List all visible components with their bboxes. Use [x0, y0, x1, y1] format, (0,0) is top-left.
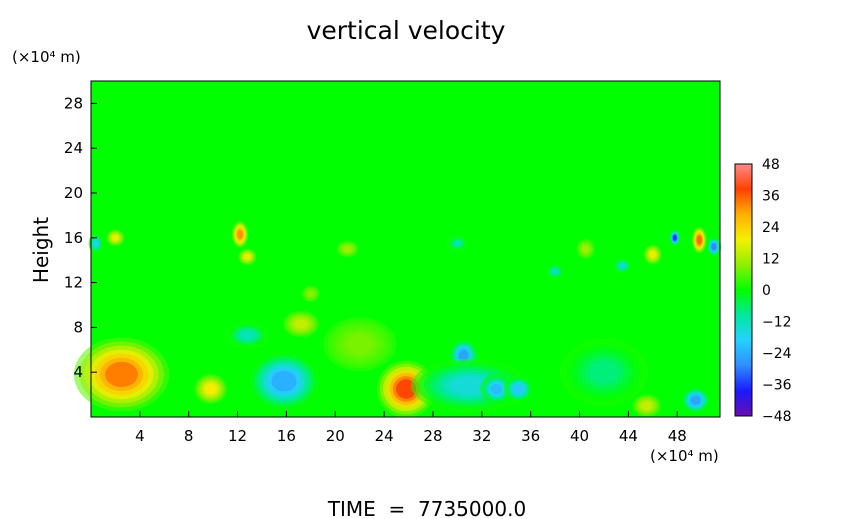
x-tick-label: 36: [521, 427, 540, 445]
x-tick-label: 4: [135, 427, 145, 445]
colorbar: 48 36 24 12 0 −12 −24 −36 −48: [734, 157, 792, 425]
x-tick-label: 28: [423, 427, 442, 445]
heatmap-cell: [205, 383, 217, 395]
colorbar-tick-label: 12: [762, 252, 780, 268]
plot-frame: [90, 80, 721, 418]
heatmap-cell: [453, 240, 462, 247]
heatmap-field: [73, 221, 722, 418]
x-tick-label: 8: [184, 427, 194, 445]
y-tick-label: 8: [73, 318, 83, 336]
colorbar-tick-label: 24: [762, 220, 780, 236]
heatmap-cell: [458, 349, 469, 362]
heatmap-cell: [672, 234, 677, 241]
heatmap-cell: [93, 239, 99, 247]
heatmap-cell: [237, 229, 243, 240]
y-tick-label: 16: [64, 229, 83, 247]
heatmap-cell: [271, 370, 297, 392]
heatmap-cell: [696, 235, 702, 245]
x-tick-label: 48: [668, 427, 687, 445]
heatmap-cell: [112, 234, 119, 241]
heatmap-cell: [641, 401, 652, 410]
heatmap-cell: [244, 253, 251, 260]
y-tick-label: 4: [73, 363, 83, 381]
x-axis: 4 8 12 16 20 24 28 32 36 40 44 48: [135, 411, 687, 445]
heatmap-cell: [449, 376, 490, 395]
y-tick-label: 28: [64, 94, 83, 112]
heatmap-cell: [347, 334, 373, 354]
y-axis-label: Height: [29, 217, 53, 283]
colorbar-tick-label: −24: [762, 346, 792, 362]
x-tick-label: 44: [619, 427, 638, 445]
colorbar-tick-label: −36: [762, 378, 792, 394]
heatmap-cell: [239, 330, 255, 340]
heatmap-cell: [490, 383, 503, 395]
heatmap-cell: [649, 251, 656, 259]
heatmap-cell: [307, 290, 314, 297]
heatmap-cell: [619, 262, 626, 269]
x-tick-label: 20: [326, 427, 345, 445]
x-tick-label: 16: [277, 427, 296, 445]
colorbar-tick-label: −48: [762, 409, 792, 425]
heatmap-cell: [551, 268, 559, 275]
x-tick-label: 32: [472, 427, 491, 445]
heatmap-cell: [294, 319, 308, 329]
x-tick-label: 24: [375, 427, 394, 445]
colorbar-ticks: 48 36 24 12 0 −12 −24 −36 −48: [762, 157, 792, 425]
x-tick-label: 40: [570, 427, 589, 445]
y-tick-label: 12: [64, 274, 83, 292]
heatmap-cell: [588, 360, 620, 384]
y-units-label: (×10⁴ m): [12, 48, 81, 66]
y-axis: 4 8 12 16 20 24 28: [64, 94, 97, 381]
heatmap-cell: [513, 384, 524, 394]
heatmap-cell: [690, 395, 701, 405]
chart-title: vertical velocity: [307, 16, 506, 45]
x-tick-label: 12: [228, 427, 247, 445]
x-units-label: (×10⁴ m): [650, 447, 719, 465]
y-tick-label: 24: [64, 139, 83, 157]
colorbar-tick-label: 48: [762, 157, 780, 173]
heatmap-cell: [582, 245, 589, 253]
plot-area: [73, 80, 722, 418]
colorbar-scale: [734, 163, 753, 417]
heatmap-cell: [343, 246, 352, 252]
colorbar-tick-label: 36: [762, 189, 780, 205]
colorbar-tick-label: 0: [762, 283, 771, 299]
time-footer: TIME = 7735000.0: [327, 497, 526, 519]
y-tick-label: 20: [64, 184, 83, 202]
colorbar-tick-label: −12: [762, 315, 792, 331]
heatmap-cell: [711, 243, 717, 251]
heatmap-cell: [105, 361, 138, 388]
